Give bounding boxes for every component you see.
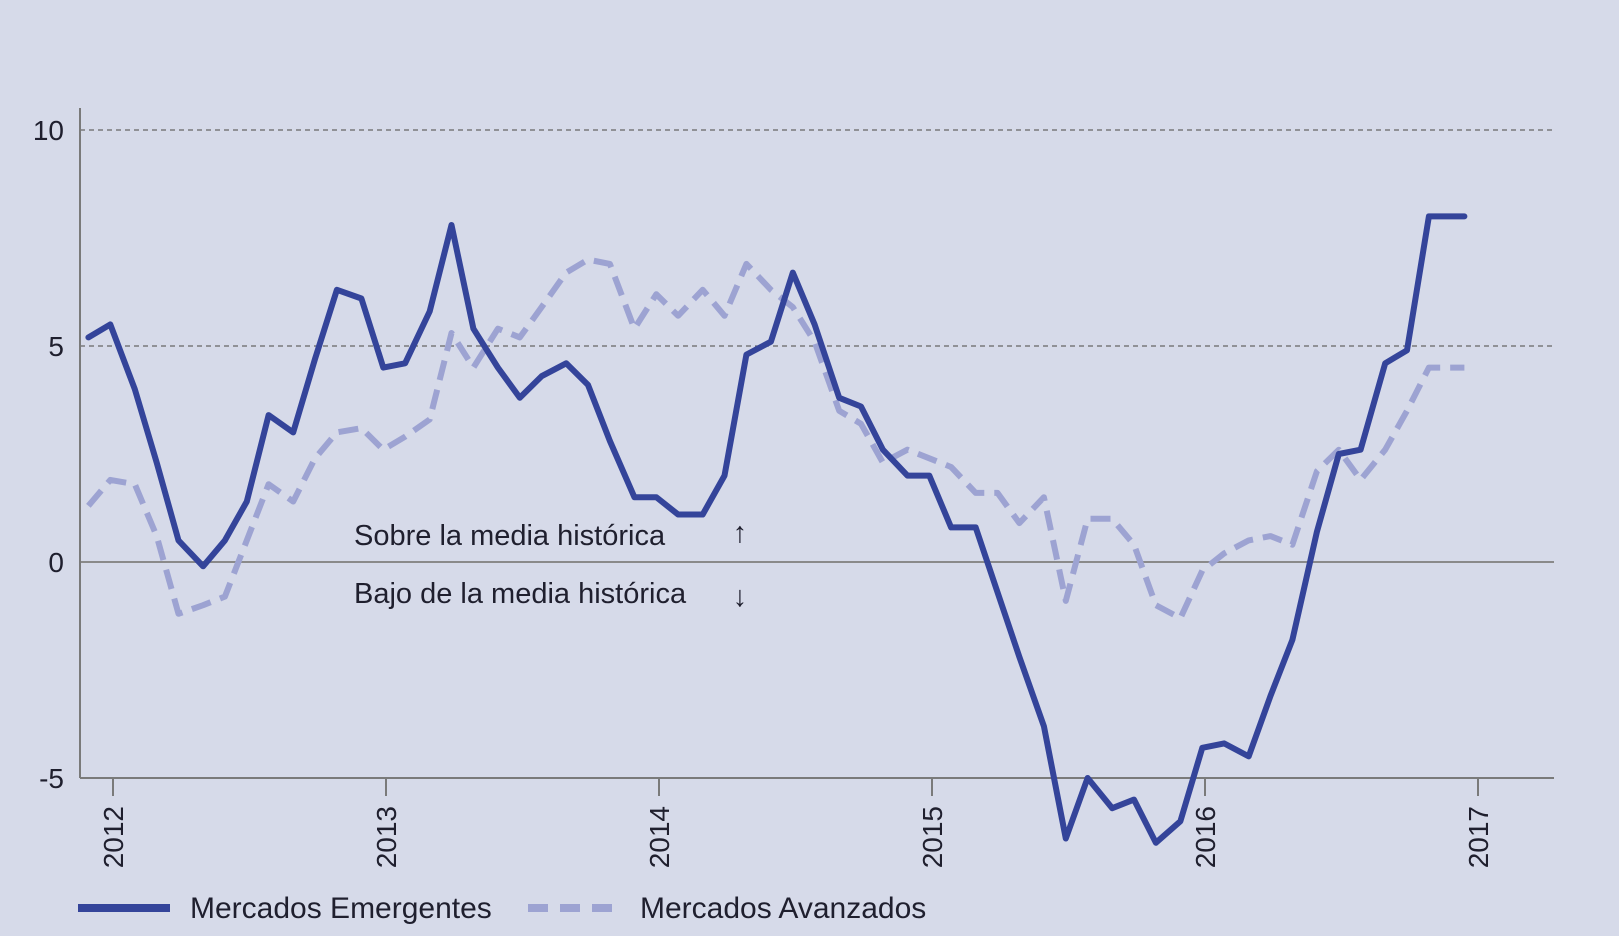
series-line-avanzados (86, 256, 1465, 622)
x-tick-label: 2013 (371, 806, 402, 868)
legend-label-avanzados: Mercados Avanzados (640, 892, 926, 925)
y-tick-label: 0 (48, 547, 64, 578)
arrow-up-icon: ↑ (733, 517, 748, 549)
x-tick-label: 2015 (917, 806, 948, 868)
axes: 10 5 0 -5 2012 2013 2014 2015 2016 2017 (33, 108, 1554, 868)
y-tick-label: -5 (39, 763, 64, 794)
arrow-down-icon: ↓ (733, 581, 748, 613)
x-tick-label: 2014 (644, 806, 675, 868)
y-tick-label: 10 (33, 115, 64, 146)
annotation-below: Bajo de la media histórica (354, 578, 687, 610)
annotation-above: Sobre la media histórica (354, 520, 666, 552)
x-tick-label: 2016 (1190, 806, 1221, 868)
series-lines (85, 213, 1468, 846)
annotations: Sobre la media histórica ↑ Bajo de la me… (354, 517, 747, 613)
x-tick-label: 2017 (1463, 806, 1494, 868)
y-tick-label: 5 (48, 331, 64, 362)
series-line-emergentes (85, 213, 1468, 846)
legend-label-emergentes: Mercados Emergentes (190, 892, 492, 925)
x-tick-label: 2012 (98, 806, 129, 868)
legend: Mercados Emergentes Mercados Avanzados (78, 892, 926, 925)
